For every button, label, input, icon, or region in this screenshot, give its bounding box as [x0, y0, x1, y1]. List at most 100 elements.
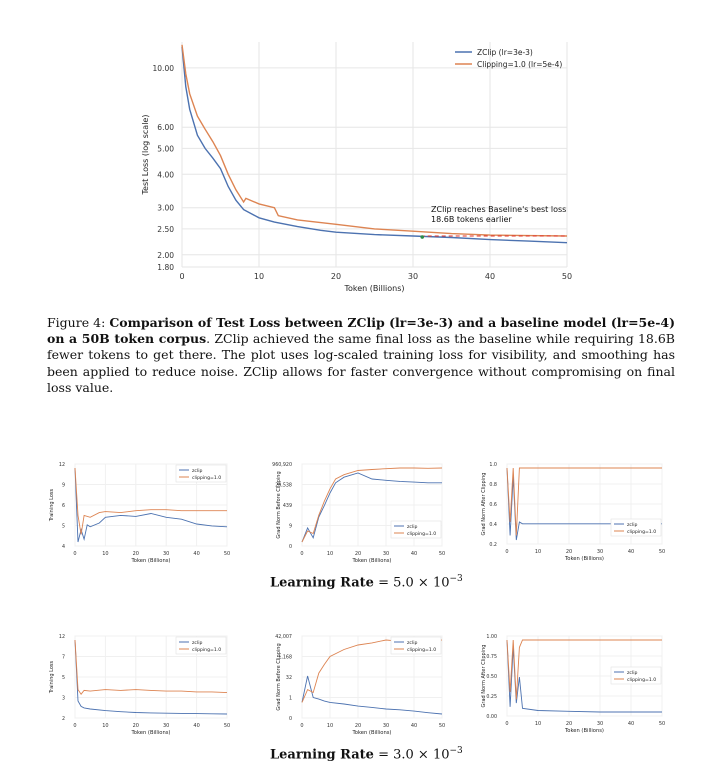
x-tick-label: 0: [300, 551, 303, 557]
y-tick-label: 9: [62, 483, 65, 489]
y-tick-label: 1,168: [278, 655, 292, 661]
y-tick-label: 439: [283, 503, 292, 509]
series-line-clipping: [74, 639, 228, 695]
legend-label: zclip: [627, 522, 637, 528]
series-line-zclip: [74, 639, 228, 715]
x-axis-label: Token (Billions): [131, 558, 171, 564]
y-tick-label: 4: [62, 544, 65, 550]
lr-value: = 3.0 × 10: [373, 747, 450, 763]
legend-label: zclip: [627, 670, 637, 676]
x-tick-label: 50: [224, 551, 230, 557]
y-tick-label: 1.0: [489, 462, 497, 468]
y-tick-label: 20,538: [275, 483, 292, 489]
x-tick-label: 40: [193, 551, 199, 557]
x-tick-label: 40: [411, 723, 417, 729]
series-line-clipping: [506, 467, 662, 536]
series-line-clipping: [74, 467, 227, 535]
x-tick-label: 40: [628, 721, 634, 727]
y-axis-label: Test Loss (log scale): [141, 115, 150, 196]
y-axis-label: Grad Norm Before Clipping: [276, 471, 282, 538]
legend-box: [390, 636, 442, 655]
legend-label: zclip: [192, 640, 202, 646]
series-line-zclip: [74, 467, 228, 543]
y-tick-label: 5: [62, 675, 65, 681]
caption-body: . ZClip achieved the same final loss as …: [47, 331, 675, 395]
annotation-line1: ZClip reaches Baseline's best loss: [431, 205, 566, 214]
y-tick-label: 0.00: [486, 714, 497, 720]
x-tick-label: 30: [597, 549, 603, 555]
lr-value: = 5.0 × 10: [373, 575, 450, 591]
x-tick-label: 0: [179, 272, 184, 281]
x-tick-label: 50: [439, 551, 445, 557]
x-tick-label: 10: [535, 549, 541, 555]
x-tick-label: 50: [659, 721, 665, 727]
x-tick-label: 30: [163, 723, 169, 729]
x-tick-label: 30: [383, 723, 389, 729]
y-tick-label: 0.75: [486, 654, 497, 660]
x-tick-label: 20: [331, 272, 341, 281]
y-tick-label: 10.00: [153, 64, 175, 73]
legend-label: zclip: [192, 468, 202, 474]
legend-label: clipping=1.0: [627, 677, 656, 683]
legend-label: clipping=1.0: [627, 529, 656, 535]
series-line-zclip: [301, 472, 442, 543]
legend-label: clipping=1.0: [407, 531, 436, 537]
legend-box: [175, 636, 227, 655]
x-tick-label: 0: [505, 549, 508, 555]
y-tick-label: 0: [289, 544, 292, 550]
y-tick-label: 2.00: [157, 251, 174, 260]
x-tick-label: 10: [102, 723, 108, 729]
y-tick-label: 0.2: [489, 542, 497, 548]
y-tick-label: 1.00: [486, 634, 497, 640]
y-tick-label: 2.50: [157, 225, 174, 234]
x-tick-label: 20: [133, 551, 139, 557]
legend-box: [610, 666, 662, 685]
legend-label: zclip: [407, 524, 417, 530]
y-tick-label: 5: [62, 524, 65, 530]
y-tick-label: 1: [289, 696, 292, 702]
y-axis-label: Grad Norm After Clipping: [481, 645, 487, 708]
y-tick-label: 6: [62, 503, 65, 509]
lr-label-row1: Learning Rate = 5.0 × 10−3: [270, 574, 463, 590]
x-axis-label: Token (Billions): [564, 556, 604, 562]
y-tick-label: 1.80: [157, 263, 174, 272]
y-axis-label: Training Loss: [49, 488, 55, 522]
x-tick-label: 50: [224, 723, 230, 729]
y-tick-label: 0.50: [486, 674, 497, 680]
x-tick-label: 0: [505, 721, 508, 727]
y-tick-label: 12: [59, 634, 65, 640]
x-tick-label: 30: [163, 551, 169, 557]
lr-exp: −3: [449, 746, 463, 756]
x-tick-label: 10: [102, 551, 108, 557]
lr-prefix: Learning Rate: [270, 747, 374, 763]
x-tick-label: 50: [562, 272, 572, 281]
x-tick-label: 40: [628, 549, 634, 555]
legend-label: clipping=1.0: [192, 647, 221, 653]
y-tick-label: 960,920: [272, 462, 292, 468]
y-axis-label: Training Loss: [49, 660, 55, 694]
zclip-crossing-marker: [420, 235, 425, 239]
x-axis-label: Token (Billions): [564, 728, 604, 734]
x-tick-label: 20: [355, 551, 361, 557]
y-tick-label: 0.8: [489, 482, 497, 488]
y-tick-label: 3: [62, 696, 65, 702]
y-tick-label: 7: [62, 655, 65, 661]
y-axis-label: Grad Norm After Clipping: [481, 473, 487, 536]
x-tick-label: 20: [566, 549, 572, 555]
y-tick-label: 6.00: [157, 123, 174, 132]
x-tick-label: 30: [408, 272, 418, 281]
lr-prefix: Learning Rate: [270, 575, 374, 591]
x-tick-label: 30: [383, 551, 389, 557]
y-axis-label: Grad Norm Before Clipping: [276, 643, 282, 710]
figure-caption: Figure 4: Comparison of Test Loss betwee…: [47, 315, 675, 396]
x-tick-label: 40: [193, 723, 199, 729]
caption-label: Figure 4:: [47, 315, 106, 330]
x-tick-label: 0: [73, 723, 76, 729]
x-tick-label: 10: [327, 723, 333, 729]
y-tick-label: 0.6: [489, 502, 497, 508]
x-tick-label: 10: [535, 721, 541, 727]
x-tick-label: 30: [597, 721, 603, 727]
y-tick-label: 0.25: [486, 694, 497, 700]
x-tick-label: 50: [659, 549, 665, 555]
